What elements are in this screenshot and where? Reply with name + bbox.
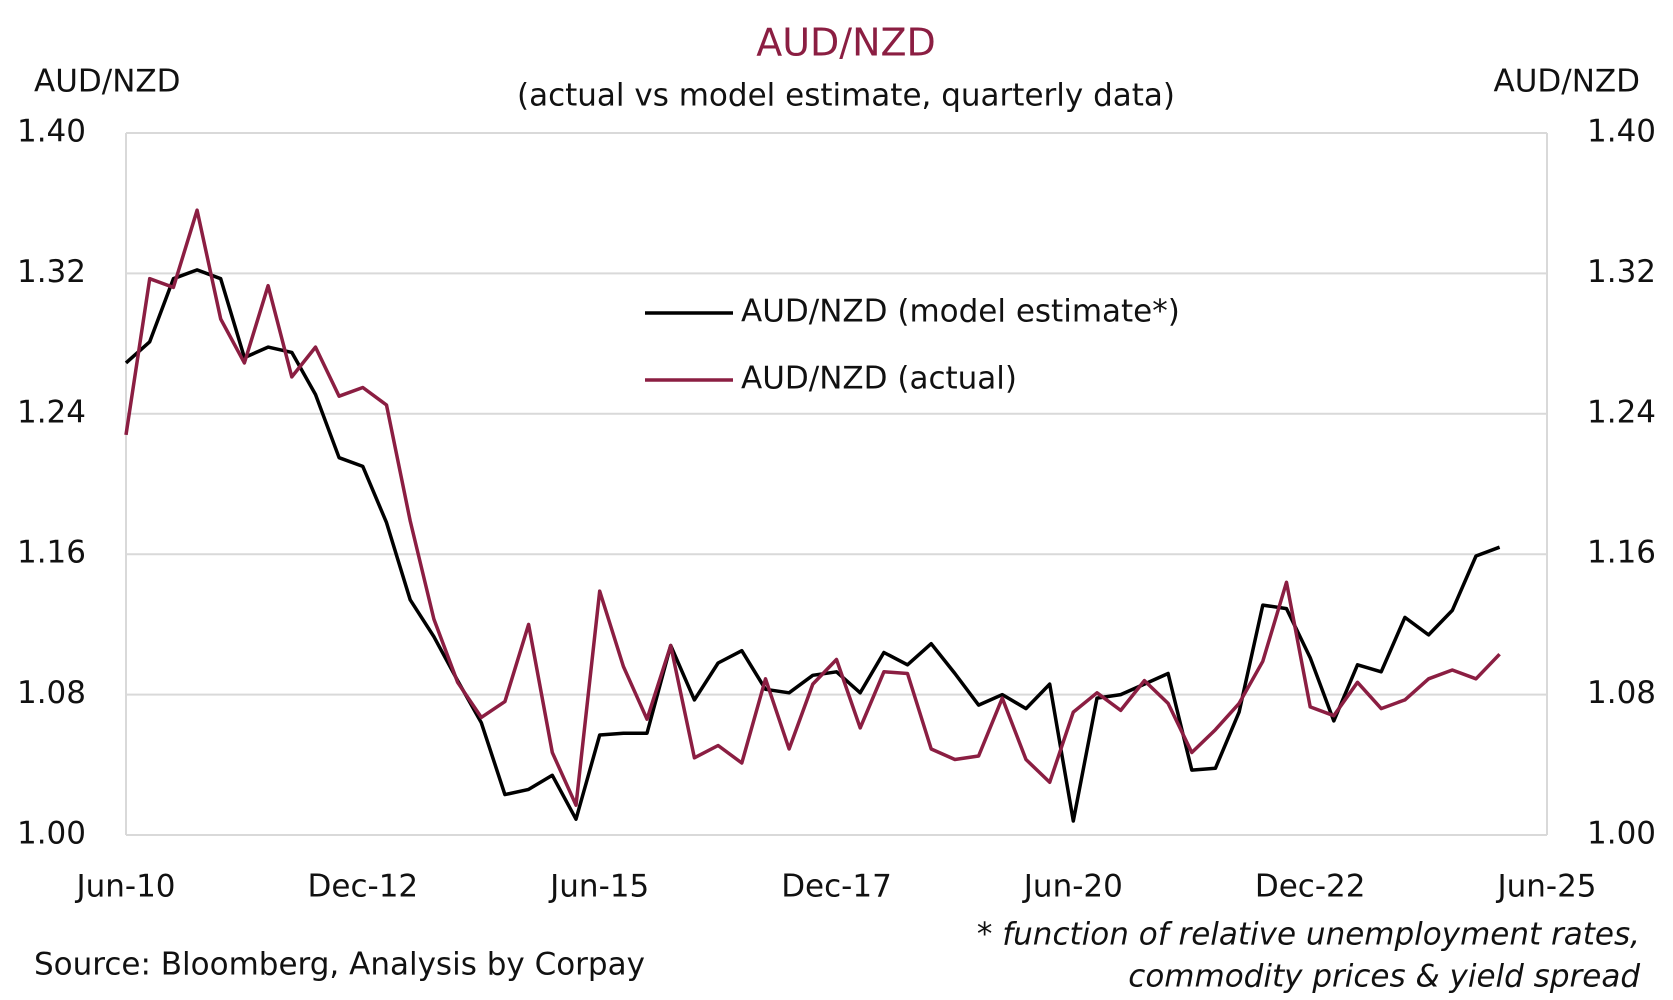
y2-tick-label: 1.16 [1587,535,1656,571]
y2-tick-label: 1.24 [1587,394,1656,430]
x-tick-label: Dec-17 [781,869,892,905]
y2-tick-label: 1.32 [1587,254,1656,290]
y2-tick-label: 1.08 [1587,675,1656,711]
x-tick-label: Dec-12 [308,869,419,905]
y2-tick-label: 1.00 [1587,816,1656,852]
y2-axis-label: AUD/NZD [1493,64,1640,100]
footnote: commodity prices & yield spread [1128,959,1640,995]
y-tick-label: 1.32 [17,254,86,290]
y-tick-label: 1.24 [17,394,86,430]
chart-title: AUD/NZD [756,21,936,65]
y-tick-label: 1.16 [17,535,86,571]
legend-label: AUD/NZD (actual) [741,361,1017,397]
y-tick-label: 1.40 [17,114,86,150]
x-tick-label: Dec-22 [1255,869,1366,905]
legend-label: AUD/NZD (model estimate*) [741,294,1180,330]
x-tick-label: Jun-25 [1495,869,1596,905]
chart-subtitle: (actual vs model estimate, quarterly dat… [517,78,1175,114]
series-line [124,208,1501,807]
footnote: * function of relative unemployment rate… [977,917,1640,953]
y-axis-label: AUD/NZD [34,64,181,100]
y-tick-label: 1.08 [17,675,86,711]
x-tick-label: Jun-20 [1022,869,1123,905]
x-tick-label: Jun-10 [74,869,175,905]
x-tick-label: Jun-15 [548,869,649,905]
series-line [124,268,1501,823]
y-tick-label: 1.00 [17,816,86,852]
source: Source: Bloomberg, Analysis by Corpay [34,947,645,983]
y2-tick-label: 1.40 [1587,114,1656,150]
